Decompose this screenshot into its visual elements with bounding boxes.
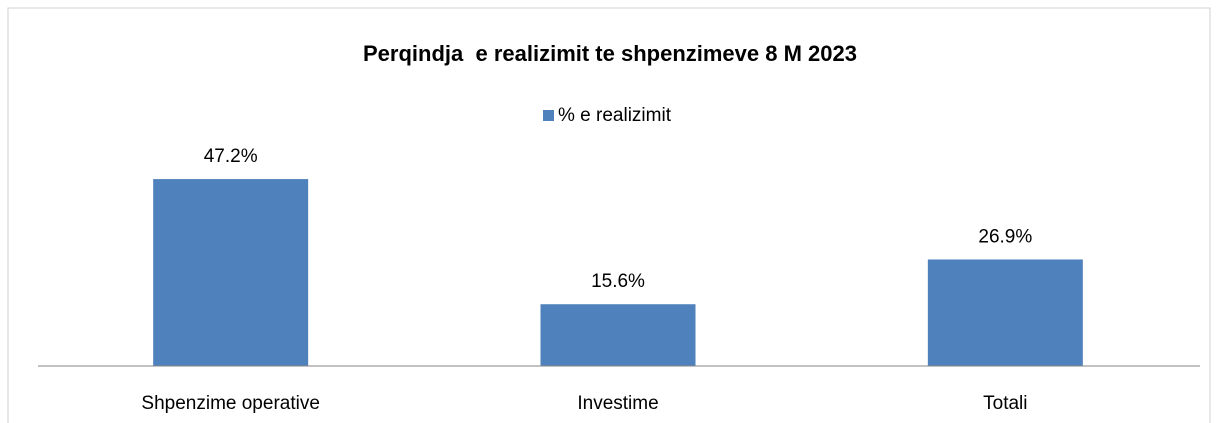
legend-swatch <box>543 110 554 121</box>
chart-border <box>7 7 1211 423</box>
x-tick-label: Shpenzime operative <box>141 393 320 414</box>
bar <box>540 304 696 366</box>
x-tick-label: Investime <box>577 393 658 414</box>
bar <box>153 179 309 366</box>
value-label: 15.6% <box>591 271 645 292</box>
legend-label: % e realizimit <box>558 105 672 126</box>
chart-title: Perqindja e realizimit te shpenzimeve 8 … <box>363 41 857 66</box>
value-label: 47.2% <box>204 146 258 167</box>
x-tick-label: Totali <box>983 393 1027 414</box>
value-label: 26.9% <box>978 226 1032 247</box>
bar <box>927 259 1083 366</box>
